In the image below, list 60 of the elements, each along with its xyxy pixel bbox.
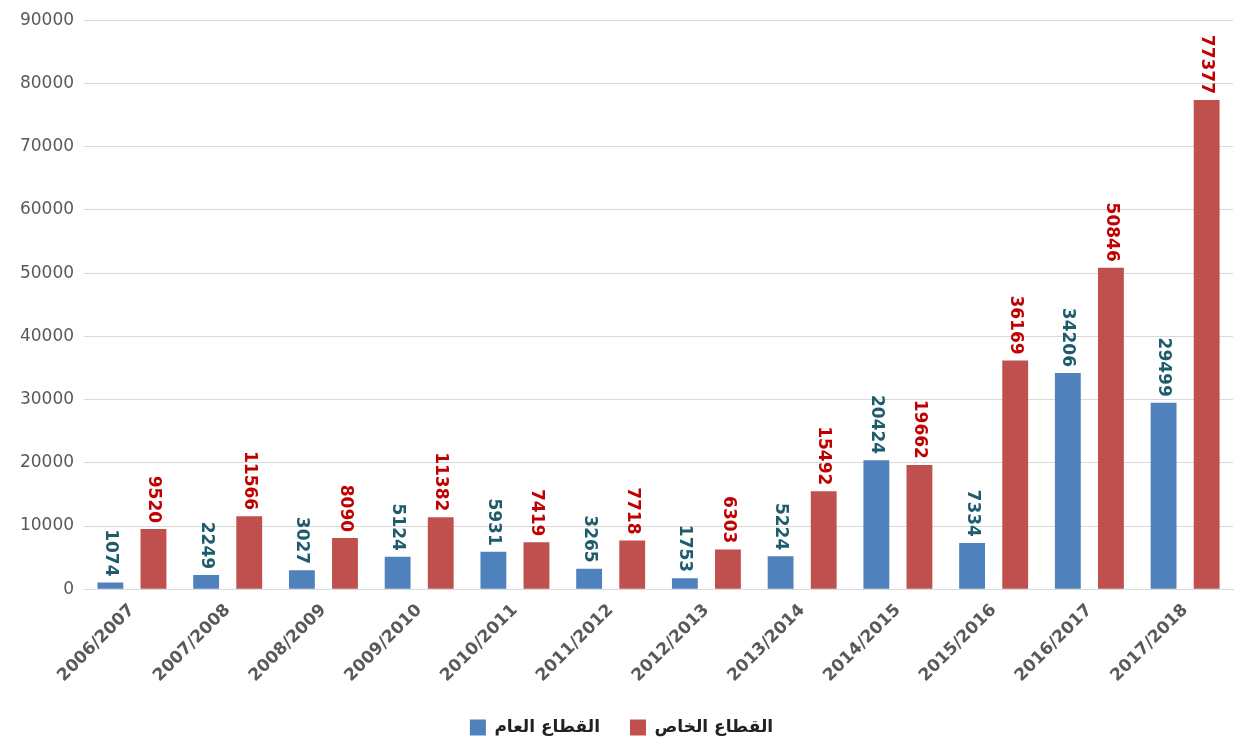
bar (767, 556, 794, 589)
y-tick-label: 40000 (19, 324, 75, 345)
data-label: 1753 (676, 524, 697, 573)
bar (332, 538, 358, 589)
y-tick-label: 70000 (19, 135, 75, 156)
bar (671, 578, 698, 589)
y-tick-label: 30000 (19, 388, 75, 408)
y-tick-label: 90000 (19, 8, 75, 29)
data-label: 50846 (1102, 202, 1123, 262)
bar (576, 568, 603, 589)
bar (97, 582, 124, 589)
bar (959, 542, 986, 589)
data-label: 15492 (815, 426, 836, 486)
y-tick-label: 60000 (19, 198, 75, 219)
data-label: 5224 (772, 502, 793, 551)
bar (480, 551, 507, 589)
bar (810, 491, 837, 589)
data-label: 11566 (240, 450, 261, 511)
y-tick-label: 50000 (19, 261, 75, 282)
bar (384, 556, 411, 589)
bar (1002, 360, 1029, 589)
legend-label: القطاع الخاص (654, 715, 774, 737)
y-tick-label: 0 (63, 577, 75, 598)
data-label: 7334 (963, 489, 984, 538)
y-tick-label: 20000 (19, 451, 75, 472)
bar (523, 542, 550, 589)
bar (193, 575, 220, 589)
data-label: 11382 (432, 452, 453, 512)
y-tick-label: 10000 (19, 514, 75, 535)
data-label: 6303 (719, 496, 740, 544)
bar (1150, 402, 1177, 589)
data-label: 29499 (1155, 337, 1176, 397)
data-label: 20424 (867, 394, 888, 455)
bar (863, 460, 890, 589)
legend-label: القطاع العام (494, 715, 600, 736)
bar (427, 517, 454, 589)
data-label: 2249 (197, 521, 218, 570)
data-label: 7718 (623, 487, 644, 535)
data-label: 5124 (389, 503, 410, 552)
data-label: 36169 (1006, 295, 1027, 355)
bar (1054, 372, 1081, 589)
bar (715, 549, 741, 589)
data-label: 34206 (1059, 307, 1080, 367)
data-label: 3027 (293, 516, 314, 565)
data-label: 19662 (911, 399, 932, 459)
bar (288, 570, 315, 589)
bar (140, 529, 167, 589)
data-label: 7419 (528, 489, 549, 537)
data-label: 9520 (145, 475, 166, 524)
data-label: 8090 (336, 484, 357, 533)
bar (1193, 100, 1220, 589)
bar (906, 464, 933, 589)
data-label: 77377 (1198, 34, 1219, 95)
data-label: 3265 (580, 515, 601, 563)
data-label: 1074 (101, 529, 122, 577)
bar (619, 540, 646, 589)
bar (236, 516, 263, 589)
bar (1098, 267, 1124, 589)
y-tick-label: 80000 (19, 71, 75, 92)
data-label: 5931 (484, 498, 505, 546)
